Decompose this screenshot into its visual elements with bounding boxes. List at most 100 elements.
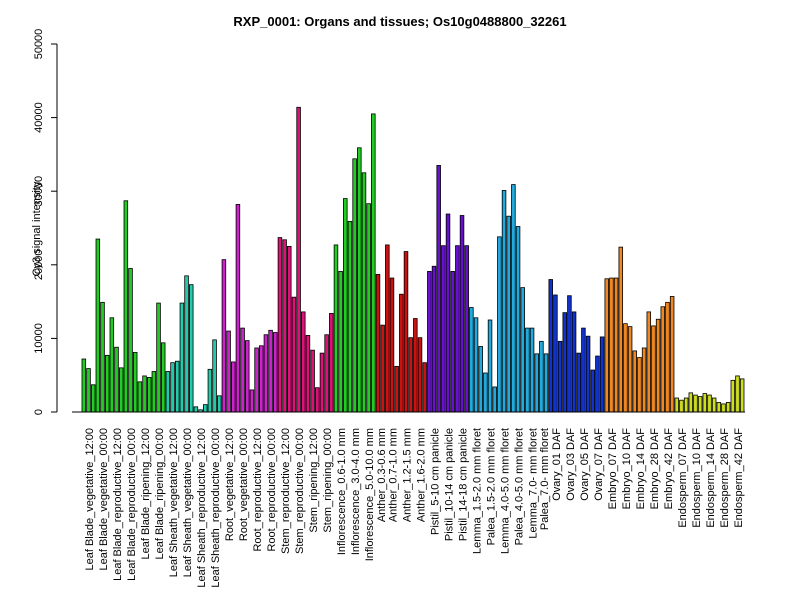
bar: [324, 334, 329, 413]
bar: [375, 273, 381, 413]
bar: [90, 384, 96, 413]
x-tick-label: Embryo_42 DAF: [663, 428, 675, 510]
bar: [142, 375, 147, 413]
bar: [399, 293, 404, 413]
bar: [455, 245, 460, 413]
bar: [511, 184, 516, 413]
bar: [249, 389, 255, 413]
x-tick-label: Endosperm_07 DAF: [677, 428, 689, 528]
x-tick-label: Leaf Blade_vegetative_00:00: [98, 428, 110, 571]
bar: [296, 106, 301, 413]
bar: [184, 275, 189, 413]
bar: [637, 357, 642, 413]
bar: [282, 239, 287, 413]
bar: [567, 295, 572, 413]
bar: [254, 347, 259, 413]
bar: [697, 396, 703, 413]
bar: [235, 204, 241, 413]
bar: [132, 351, 138, 413]
x-tick-label: Palea_4.0-5.0 mm floret: [514, 428, 526, 545]
x-tick-label: Root_reproductive_00:00: [266, 428, 278, 552]
x-tick-label: Leaf Blade_ripening_12:00: [140, 428, 152, 560]
bar: [389, 277, 395, 413]
bar: [104, 354, 110, 413]
bar: [259, 345, 264, 413]
bar: [618, 246, 624, 413]
bar: [413, 318, 418, 413]
x-tick-label: Leaf Blade_vegetative_12:00: [84, 428, 96, 571]
bar: [534, 353, 539, 413]
bar: [174, 360, 180, 413]
bar: [548, 279, 553, 413]
x-tick-label: Endosperm_14 DAF: [705, 428, 717, 528]
x-tick-label: Leaf Sheath_reproductive_00:00: [210, 428, 222, 588]
bar: [245, 340, 250, 413]
bar: [100, 301, 105, 413]
bar: [207, 368, 213, 413]
bar: [151, 371, 157, 413]
y-tick-label: 30000: [33, 176, 45, 207]
x-tick-label: Stem_ripening_12:00: [308, 428, 320, 533]
x-tick-label: Anther_1.6-2.0 mm: [416, 428, 428, 522]
x-tick-label: Leaf Blade_reproductive_00:00: [126, 428, 138, 581]
y-axis-label: Cy3 signal intensity: [31, 181, 43, 276]
bar: [160, 342, 166, 413]
x-tick-label: Leaf Sheath_reproductive_12:00: [196, 428, 208, 588]
bar: [525, 327, 530, 413]
x-tick-label: Endosperm_28 DAF: [719, 428, 731, 528]
bar: [114, 346, 119, 413]
bar: [343, 198, 348, 413]
x-tick-label: Endosperm_42 DAF: [733, 428, 745, 528]
bar: [520, 287, 525, 413]
x-tick-label: Endosperm_10 DAF: [691, 428, 703, 528]
y-tick-label: 10000: [33, 323, 45, 354]
x-tick-label: Ovary_03 DAF: [565, 428, 577, 501]
bar: [329, 312, 334, 413]
y-tick-label: 50000: [33, 29, 45, 60]
x-tick-label: Anther_0.3-0.6 mm: [376, 428, 388, 522]
bar: [81, 358, 87, 413]
bar: [137, 381, 143, 413]
x-tick-label: Lemma_7.0- mm floret: [528, 428, 540, 539]
x-tick-label: Pistil_5-10 cm panicle: [430, 428, 442, 535]
bar: [179, 302, 185, 413]
bars: [81, 106, 745, 413]
bar: [683, 397, 689, 413]
bar: [188, 284, 194, 413]
x-tick-label: Stem_reproductive_12:00: [280, 428, 292, 554]
bar: [473, 317, 479, 413]
x-tick-label: Lemma_1.5-2.0 mm floret: [472, 428, 484, 554]
x-tick-label: Root_vegetative_12:00: [224, 428, 236, 541]
bar: [216, 395, 222, 413]
bar: [725, 402, 731, 413]
bar: [338, 271, 343, 413]
bar: [581, 327, 586, 413]
bar: [487, 319, 493, 413]
bar: [441, 245, 446, 413]
bar: [492, 386, 497, 413]
bar: [543, 353, 549, 413]
bar: [333, 244, 339, 413]
bar: [665, 301, 670, 413]
bar: [86, 368, 91, 413]
bar: [305, 335, 311, 413]
bar: [483, 372, 488, 413]
bar: [231, 361, 236, 413]
chart-title: RXP_0001: Organs and tissues; Os10g04888…: [233, 14, 566, 29]
bar: [310, 349, 315, 413]
bar: [529, 327, 535, 413]
bar: [721, 403, 726, 413]
y-axis: 0 10000 20000 30000 40000 50000: [33, 29, 58, 415]
bar: [408, 337, 413, 413]
bar: [403, 251, 409, 413]
bar: [212, 339, 217, 413]
x-tick-labels: Leaf Blade_vegetative_12:00 Leaf Blade_ve…: [84, 428, 745, 588]
bar: [226, 330, 231, 413]
bar: [146, 377, 152, 413]
bar: [576, 352, 581, 413]
x-tick-label: Pistil_14-18 cm panicle: [458, 428, 470, 541]
bar: [609, 277, 614, 413]
bar: [315, 387, 320, 413]
bar: [627, 326, 633, 413]
